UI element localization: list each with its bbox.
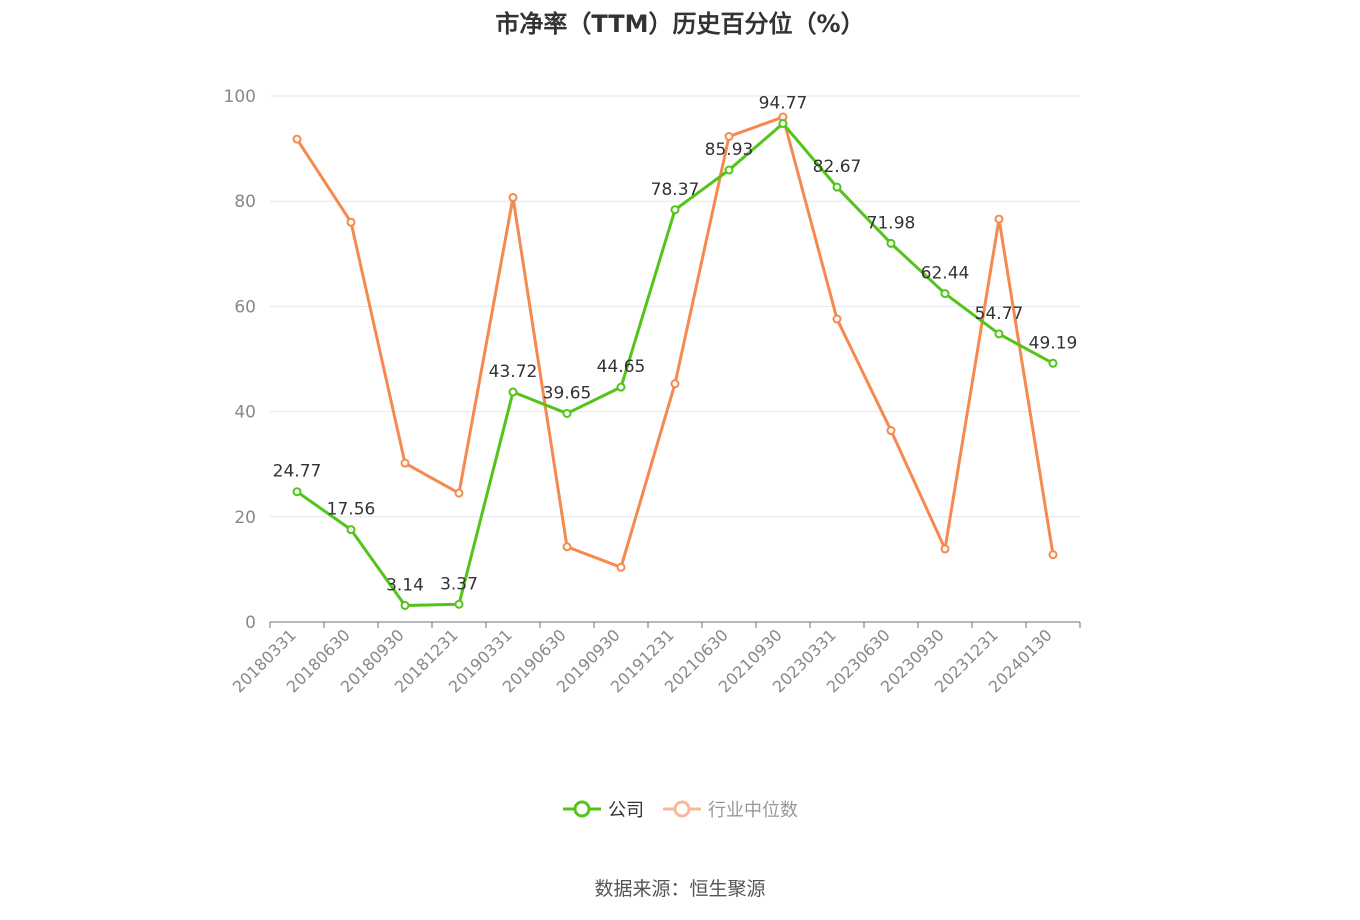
data-point bbox=[832, 314, 842, 324]
data-point bbox=[778, 119, 788, 129]
data-point bbox=[670, 379, 680, 389]
data-point bbox=[346, 217, 356, 227]
y-tick-label: 0 bbox=[245, 613, 256, 633]
data-point bbox=[940, 289, 950, 299]
legend: 公司 行业中位数 bbox=[0, 796, 1360, 822]
chart-title: 市净率（TTM）历史百分位（%） bbox=[495, 10, 865, 38]
legend-line-marker-icon bbox=[663, 800, 701, 818]
data-point bbox=[508, 387, 518, 397]
legend-line-marker-icon bbox=[563, 800, 601, 818]
data-label: 24.77 bbox=[273, 462, 322, 482]
data-point bbox=[940, 544, 950, 554]
data-point bbox=[724, 132, 734, 142]
data-label: 62.44 bbox=[921, 264, 970, 284]
legend-label: 公司 bbox=[608, 800, 644, 821]
data-label: 3.37 bbox=[440, 574, 478, 594]
data-point bbox=[562, 542, 572, 552]
axis-layer: 0204060801002018033120180630201809302018… bbox=[224, 87, 1081, 696]
data-point bbox=[508, 193, 518, 203]
data-point bbox=[886, 238, 896, 248]
data-point bbox=[292, 134, 302, 144]
data-point bbox=[616, 562, 626, 572]
data-label: 17.56 bbox=[327, 500, 376, 520]
data-label: 54.77 bbox=[975, 304, 1024, 324]
data-point bbox=[832, 182, 842, 192]
data-label: 39.65 bbox=[543, 383, 592, 403]
data-label: 71.98 bbox=[867, 213, 916, 233]
data-point bbox=[724, 165, 734, 175]
data-point bbox=[994, 214, 1004, 224]
data-point bbox=[670, 205, 680, 215]
legend-item[interactable]: 行业中位数 bbox=[662, 796, 798, 822]
data-point bbox=[886, 426, 896, 436]
legend-item[interactable]: 公司 bbox=[562, 796, 644, 822]
data-label: 94.77 bbox=[759, 94, 808, 114]
series-layer bbox=[292, 112, 1058, 610]
data-label: 82.67 bbox=[813, 157, 862, 177]
data-label: 44.65 bbox=[597, 357, 646, 377]
y-tick-label: 40 bbox=[234, 403, 256, 423]
y-tick-label: 80 bbox=[234, 192, 256, 212]
data-point bbox=[1048, 358, 1058, 368]
data-point bbox=[454, 599, 464, 609]
y-tick-label: 20 bbox=[234, 508, 256, 528]
data-label: 3.14 bbox=[386, 575, 424, 595]
y-tick-label: 60 bbox=[234, 297, 256, 317]
data-label: 43.72 bbox=[489, 362, 538, 382]
data-label: 85.93 bbox=[705, 140, 754, 160]
data-point bbox=[346, 525, 356, 535]
legend-label: 行业中位数 bbox=[708, 800, 798, 821]
data-point bbox=[616, 382, 626, 392]
data-point bbox=[400, 600, 410, 610]
source-note: 数据来源：恒生聚源 bbox=[594, 878, 766, 900]
y-tick-label: 100 bbox=[224, 87, 256, 107]
data-point bbox=[454, 488, 464, 498]
data-label: 78.37 bbox=[651, 180, 700, 200]
data-point bbox=[292, 487, 302, 497]
grid-layer bbox=[270, 95, 1080, 518]
data-label: 49.19 bbox=[1029, 333, 1078, 353]
data-point bbox=[1048, 550, 1058, 560]
data-point bbox=[400, 458, 410, 468]
data-point bbox=[562, 408, 572, 418]
data-point bbox=[994, 329, 1004, 339]
